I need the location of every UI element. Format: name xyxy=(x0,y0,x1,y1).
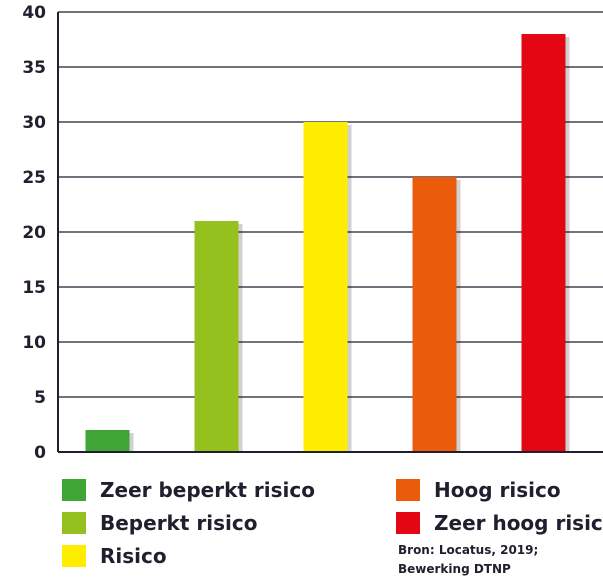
y-tick-label: 0 xyxy=(34,443,46,463)
y-tick-label: 10 xyxy=(22,333,46,353)
bar-zeer-hoog-risico xyxy=(521,34,566,452)
source-line-2: Bewerking DTNP xyxy=(398,562,511,576)
bar-hoog-risico xyxy=(412,177,457,452)
y-axis-ticks: 0 5 10 15 20 25 30 35 40 xyxy=(22,3,46,463)
bar-beperkt-risico xyxy=(194,221,239,452)
y-tick-label: 40 xyxy=(22,3,46,23)
y-tick-label: 20 xyxy=(22,223,46,243)
y-tick-label: 35 xyxy=(22,58,46,78)
y-tick-label: 30 xyxy=(22,113,46,133)
y-tick-label: 15 xyxy=(22,278,46,298)
bars xyxy=(85,34,570,452)
bar-zeer-beperkt-risico xyxy=(85,430,130,452)
source-note: Bron: Locatus, 2019; Bewerking DTNP xyxy=(398,541,538,579)
y-tick-label: 5 xyxy=(34,388,46,408)
source-line-1: Bron: Locatus, 2019; xyxy=(398,543,539,557)
bar-risico xyxy=(303,122,348,452)
y-tick-label: 25 xyxy=(22,168,46,188)
